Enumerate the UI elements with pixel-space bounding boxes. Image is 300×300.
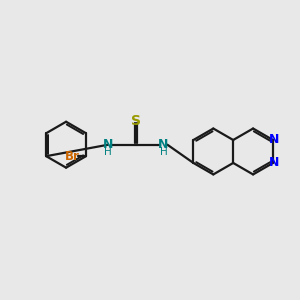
Text: N: N [268,157,279,169]
Text: N: N [158,138,169,151]
Text: H: H [104,147,112,157]
Text: N: N [268,134,279,146]
Text: N: N [103,138,113,151]
Text: H: H [160,147,167,157]
Text: Br: Br [64,150,79,163]
Text: S: S [131,114,141,128]
